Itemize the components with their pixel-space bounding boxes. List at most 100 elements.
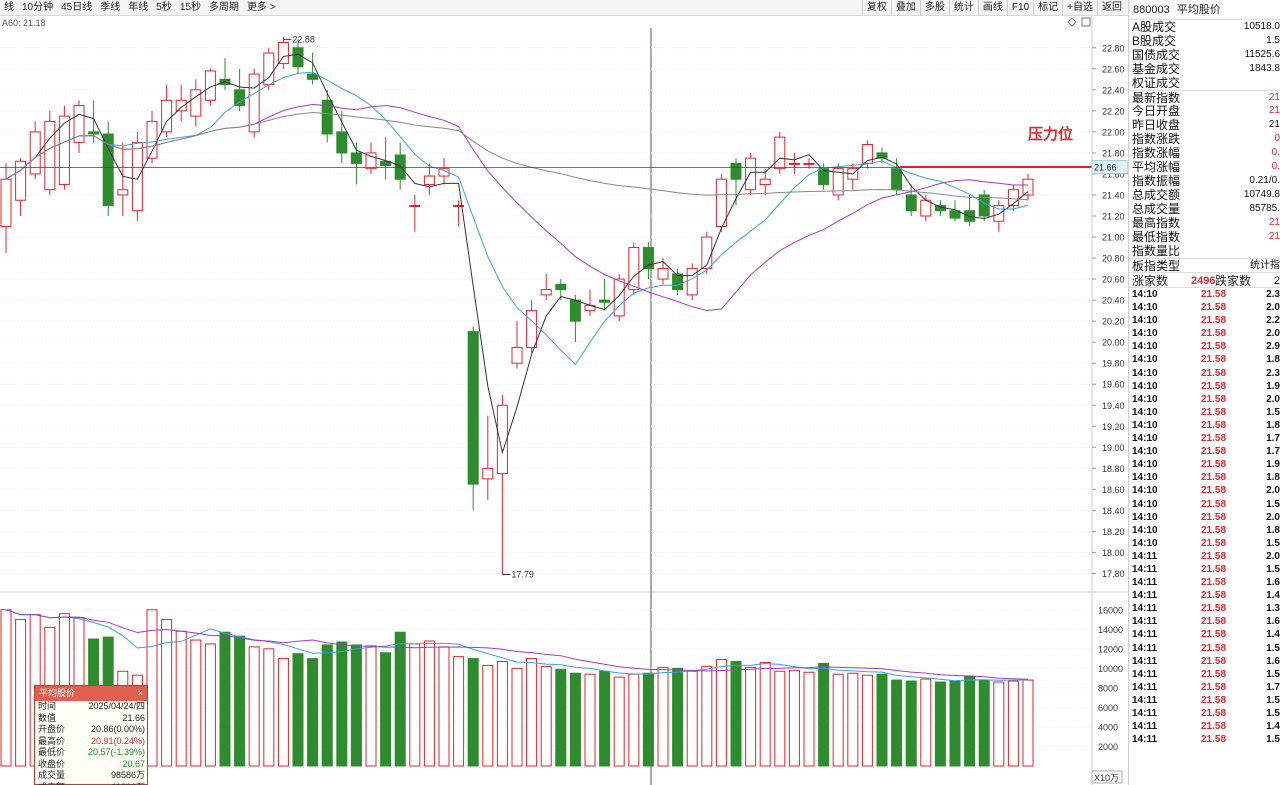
tool-button[interactable]: 画线: [977, 0, 1007, 16]
tick-time: 14:10: [1132, 367, 1158, 379]
period-tab[interactable]: 5秒: [156, 2, 172, 13]
tick-list[interactable]: 14:10 21.58 2.3 14:10 21.58 2.0 14:10 21.58 2.2 1…: [1129, 288, 1280, 746]
price-tick-label: 22.00: [1102, 127, 1125, 137]
tick-time: 14:11: [1132, 642, 1158, 654]
candle-body: [774, 136, 786, 170]
stat-row: 板指类型 统计指: [1129, 258, 1280, 273]
stat-label: 权证成交: [1132, 76, 1181, 90]
tick-price: 21.58: [1201, 446, 1227, 458]
tool-buttons: 复权 叠加 多股 统计 画线 F10 标记 +自选 返回: [861, 0, 1126, 16]
tick-volume: 2.0: [1266, 511, 1280, 523]
volume-bar: [555, 668, 567, 767]
tick-volume: 1.4: [1266, 590, 1280, 602]
close-icon[interactable]: ×: [137, 688, 143, 698]
tick-price: 21.58: [1201, 681, 1227, 693]
stat-row: 总成交额 10749.8: [1129, 188, 1280, 202]
tick-volume: 2.0: [1266, 328, 1280, 340]
candle-body: [730, 162, 742, 180]
info-key: 收盘价: [38, 758, 66, 769]
stat-label: 指数振幅: [1132, 174, 1181, 188]
stat-row: 指数涨幅 0.: [1129, 146, 1280, 160]
stat-label: 基金成交: [1132, 62, 1181, 76]
chart-grid: [0, 16, 1128, 785]
period-tab[interactable]: 更多 >: [246, 2, 276, 13]
stat-row: 昨日收盘 21: [1129, 118, 1280, 132]
candle-body: [891, 168, 903, 191]
tick-price: 21.58: [1201, 289, 1227, 300]
period-tabs: 线 10分钟 45日线 季线 年线 5秒 15秒 多周期 更多 >: [0, 0, 280, 16]
tick-row: 14:10 21.58 2.0: [1129, 327, 1280, 340]
volume-bar: [248, 646, 260, 767]
tick-volume: 2.0: [1266, 393, 1280, 405]
tick-volume: 2.0: [1266, 485, 1280, 497]
tool-button[interactable]: 统计: [948, 0, 978, 16]
tick-time: 14:10: [1132, 459, 1158, 471]
volume-bar: [1007, 680, 1019, 767]
period-tab[interactable]: 15秒: [179, 2, 201, 13]
crosshair-value-box: [1091, 160, 1128, 175]
tick-volume: 1.8: [1266, 472, 1280, 484]
tick-time: 14:10: [1132, 354, 1158, 366]
volume-bar: [0, 609, 12, 767]
candle-body: [993, 204, 1005, 222]
candle-body: [672, 273, 684, 291]
tick-price: 21.58: [1201, 380, 1227, 392]
price-tick-label: 21.20: [1102, 212, 1125, 222]
stat-row: 权证成交: [1129, 76, 1280, 90]
candle-body: [467, 331, 479, 485]
tool-button[interactable]: 标记: [1033, 0, 1062, 16]
candle-body: [365, 152, 377, 170]
volume-tick-label: 10000: [1098, 664, 1123, 674]
candle-body: [1022, 178, 1034, 196]
volume-bar: [1022, 679, 1034, 767]
candle-body: [569, 299, 581, 322]
stat-value: 21: [1268, 105, 1280, 116]
tool-button[interactable]: F10: [1006, 0, 1033, 16]
volume-bar: [891, 679, 903, 767]
tool-button[interactable]: 叠加: [890, 0, 920, 16]
tick-volume: 1.5: [1266, 734, 1280, 746]
tick-row: 14:10 21.58 1.9: [1129, 458, 1280, 471]
period-tab[interactable]: 多周期: [208, 2, 239, 13]
tick-volume: 1.5: [1266, 498, 1280, 510]
info-box-title-text: 平均股价: [39, 688, 76, 698]
info-value: 20.91(0.24%): [90, 735, 145, 746]
tick-row: 14:11 21.58 1.3: [1129, 602, 1280, 615]
price-tick-label: 22.20: [1102, 106, 1125, 116]
tick-row: 14:10 21.58 2.0: [1129, 301, 1280, 314]
tick-time: 14:11: [1132, 655, 1158, 667]
period-tab[interactable]: 45日线: [61, 2, 93, 13]
stat-value: 21: [1268, 231, 1280, 242]
price-tick-label: 19.00: [1102, 443, 1125, 453]
panel-header: 880003 平均股价: [1129, 0, 1280, 20]
candle-body: [234, 89, 246, 107]
tick-time: 14:10: [1132, 341, 1158, 353]
tool-button[interactable]: 返回: [1097, 0, 1126, 16]
tool-button[interactable]: 多股: [919, 0, 949, 16]
candle-body: [394, 154, 406, 180]
period-tab[interactable]: 10分钟: [22, 2, 54, 13]
volume-bar: [818, 662, 830, 767]
candle-body: [321, 99, 333, 135]
volume-bar: [569, 672, 581, 767]
tick-row: 14:10 21.58 2.3: [1129, 288, 1280, 301]
tool-button[interactable]: +自选: [1062, 0, 1097, 16]
price-tick-label: 18.60: [1102, 485, 1125, 495]
stat-label: 最低指数: [1132, 230, 1181, 244]
tick-row: 14:10 21.58 2.0: [1129, 511, 1280, 524]
kline-chart[interactable]: 22.80 22.60 22.40 22.20 22.00 21.80 21.60 21.40…: [0, 16, 1128, 785]
index-name: 平均股价: [1176, 4, 1221, 16]
tool-button[interactable]: 复权: [861, 0, 891, 16]
tick-price: 21.58: [1201, 550, 1227, 562]
tick-row: 14:10 21.58 1.7: [1129, 445, 1280, 458]
volume-bar: [745, 666, 757, 767]
stat-label: 最高指数: [1132, 216, 1181, 230]
tick-price: 21.58: [1201, 498, 1227, 510]
period-tab[interactable]: 季线: [100, 2, 121, 13]
tick-time: 14:11: [1132, 694, 1158, 706]
period-tab[interactable]: 线: [4, 2, 14, 13]
tick-time: 14:10: [1132, 472, 1158, 484]
period-tab[interactable]: 年线: [128, 2, 149, 13]
tick-price: 21.58: [1201, 485, 1227, 497]
candle-body: [102, 133, 114, 206]
